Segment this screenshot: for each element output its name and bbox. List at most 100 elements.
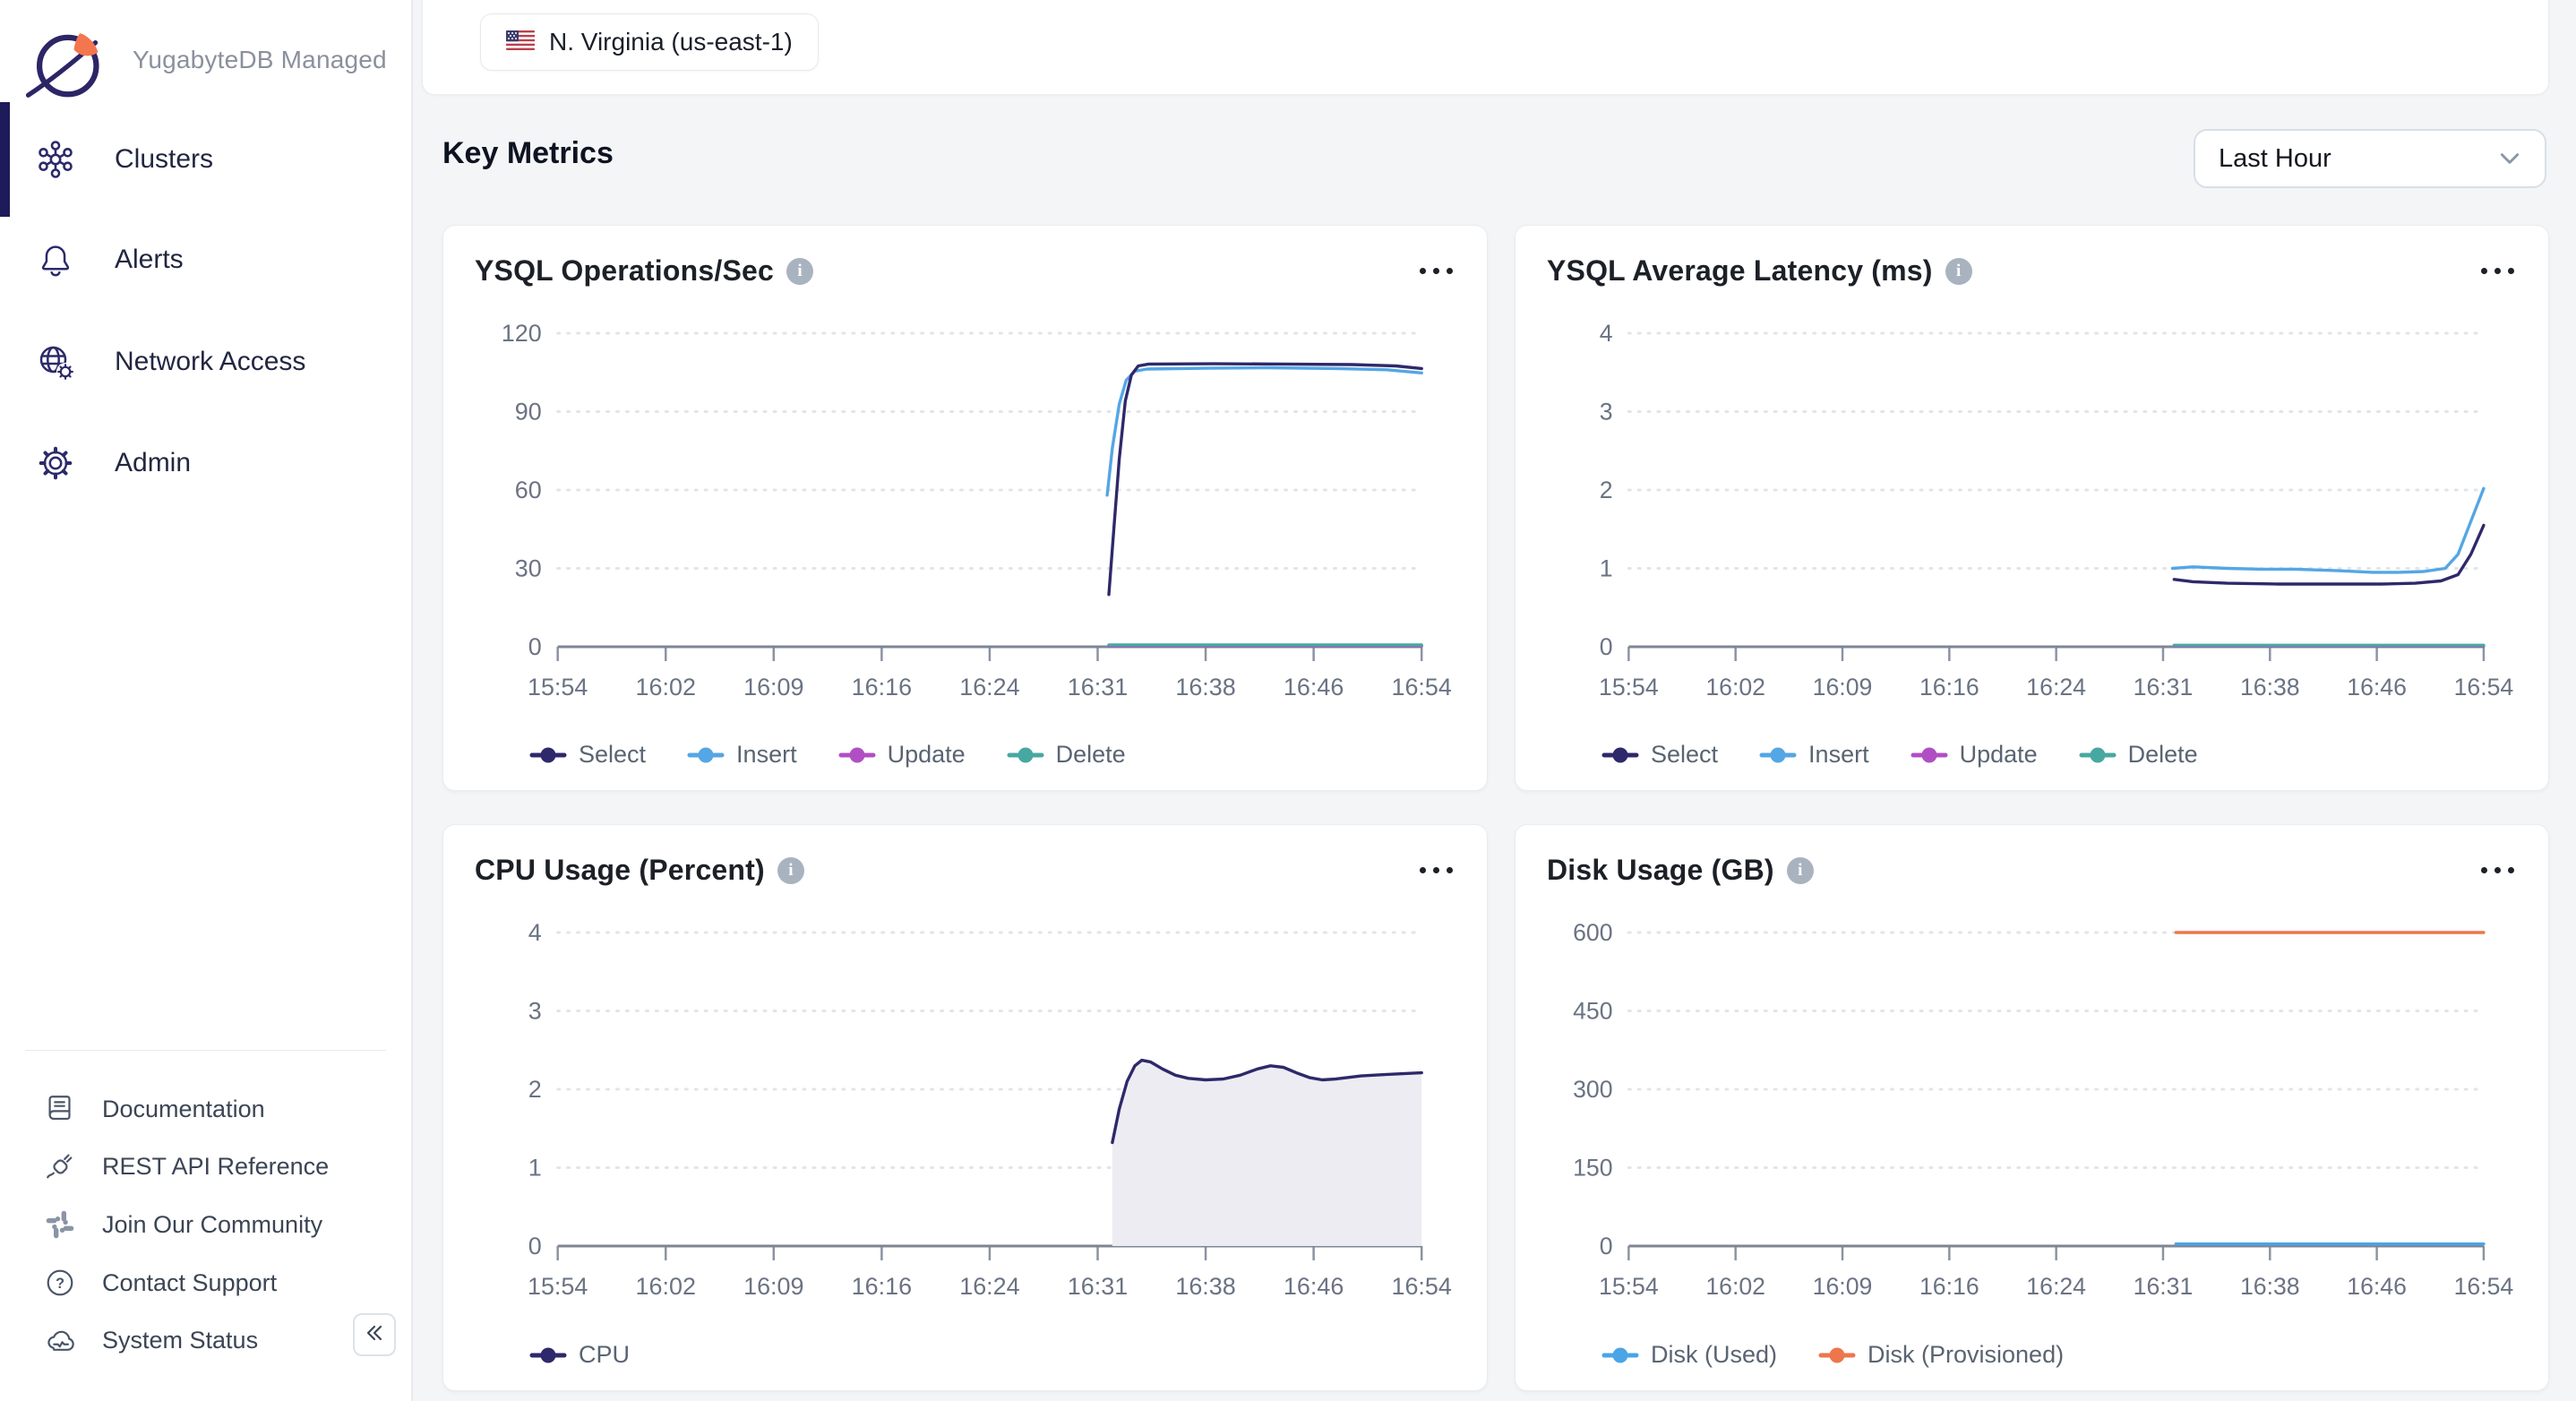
info-icon[interactable]: i	[1787, 857, 1814, 884]
svg-text:1: 1	[1600, 554, 1613, 581]
metric-card-disk-usage: Disk Usage (GB) i 600450300150015:5416:0…	[1515, 824, 2549, 1391]
svg-text:150: 150	[1573, 1154, 1612, 1181]
svg-text:16:54: 16:54	[2454, 674, 2514, 700]
gear-icon	[34, 443, 77, 484]
metric-card-ysql-latency: YSQL Average Latency (ms) i 4321015:5416…	[1515, 225, 2549, 791]
legend-item: Select	[529, 741, 646, 769]
legend-marker-icon	[529, 1345, 567, 1365]
chart-title: CPU Usage (Percent)	[475, 854, 765, 887]
svg-text:16:46: 16:46	[2347, 1273, 2407, 1300]
chart-plot: 4321015:5416:0216:0916:1616:2416:3116:38…	[1516, 303, 2548, 720]
svg-text:16:09: 16:09	[743, 1273, 803, 1300]
svg-text:15:54: 15:54	[1599, 674, 1659, 700]
svg-text:120: 120	[502, 320, 542, 347]
clusters-icon	[34, 138, 77, 181]
legend-item: Update	[1911, 741, 2038, 769]
info-icon[interactable]: i	[786, 258, 813, 285]
svg-text:16:02: 16:02	[1705, 674, 1765, 700]
chevron-down-icon	[2498, 147, 2521, 170]
sidebar-item-join-our-community[interactable]: Join Our Community	[0, 1196, 411, 1253]
svg-text:60: 60	[515, 477, 542, 503]
svg-text:16:46: 16:46	[1284, 674, 1344, 700]
time-range-select[interactable]: Last Hour	[2194, 129, 2546, 188]
svg-text:16:16: 16:16	[852, 674, 912, 700]
legend-item: CPU	[529, 1341, 630, 1369]
svg-text:16:09: 16:09	[743, 674, 803, 700]
page-title: Key Metrics	[442, 136, 614, 171]
ellipsis-menu-icon[interactable]	[1418, 262, 1455, 279]
legend-label: Update	[1960, 741, 2038, 769]
book-icon	[41, 1092, 79, 1126]
chart-title: Disk Usage (GB)	[1547, 854, 1774, 887]
legend-marker-icon	[1007, 745, 1044, 765]
legend-marker-icon	[687, 745, 725, 765]
sidebar-item-network-access[interactable]: Network Access	[0, 317, 411, 407]
legend-label: Disk (Provisioned)	[1868, 1341, 2064, 1369]
sidebar-collapse-button[interactable]	[353, 1313, 396, 1356]
region-label: N. Virginia (us-east-1)	[549, 28, 793, 56]
svg-text:16:54: 16:54	[1392, 674, 1452, 700]
sidebar-item-system-status[interactable]: System Status	[0, 1311, 411, 1369]
svg-text:?: ?	[56, 1276, 64, 1292]
question-circle-icon: ?	[41, 1266, 79, 1300]
legend-label: Disk (Used)	[1651, 1341, 1777, 1369]
region-badge[interactable]: N. Virginia (us-east-1)	[480, 13, 819, 71]
globe-gear-icon	[34, 340, 77, 383]
svg-text:300: 300	[1573, 1076, 1612, 1103]
svg-text:16:54: 16:54	[2454, 1273, 2514, 1300]
sidebar-item-contact-support[interactable]: ? Contact Support	[0, 1254, 411, 1311]
sidebar-item-admin[interactable]: Admin	[0, 418, 411, 508]
sidebar-divider	[25, 1050, 386, 1051]
chart-legend: SelectInsertUpdateDelete	[1601, 741, 2198, 769]
sidebar-item-label: REST API Reference	[102, 1153, 329, 1181]
svg-text:16:24: 16:24	[2026, 1273, 2086, 1300]
time-range-value: Last Hour	[2219, 144, 2331, 174]
legend-item: Insert	[687, 741, 797, 769]
chart-plot: 120906030015:5416:0216:0916:1616:2416:31…	[443, 303, 1487, 720]
svg-text:3: 3	[1600, 398, 1613, 425]
ellipsis-menu-icon[interactable]	[1418, 862, 1455, 879]
chart-title: YSQL Operations/Sec	[475, 254, 774, 288]
svg-text:450: 450	[1573, 997, 1612, 1024]
svg-text:16:24: 16:24	[959, 674, 1019, 700]
svg-text:15:54: 15:54	[528, 674, 588, 700]
svg-text:16:02: 16:02	[636, 674, 696, 700]
svg-text:16:24: 16:24	[2026, 674, 2086, 700]
legend-label: CPU	[579, 1341, 630, 1369]
info-icon[interactable]: i	[777, 857, 804, 884]
svg-text:16:31: 16:31	[2134, 1273, 2194, 1300]
legend-label: Delete	[2128, 741, 2198, 769]
metric-card-ysql-operations: YSQL Operations/Sec i 120906030015:5416:…	[442, 225, 1488, 791]
chart-plot: 4321015:5416:0216:0916:1616:2416:3116:38…	[443, 902, 1487, 1319]
svg-text:16:02: 16:02	[1705, 1273, 1765, 1300]
legend-item: Select	[1601, 741, 1718, 769]
ellipsis-menu-icon[interactable]	[2479, 862, 2516, 879]
svg-text:4: 4	[1600, 320, 1613, 347]
sidebar-item-label: Contact Support	[102, 1269, 277, 1297]
legend-label: Insert	[736, 741, 797, 769]
plug-icon	[41, 1149, 79, 1183]
svg-text:16:16: 16:16	[852, 1273, 912, 1300]
sidebar-item-alerts[interactable]: Alerts	[0, 215, 411, 305]
sidebar-item-label: Admin	[115, 448, 191, 478]
svg-text:15:54: 15:54	[528, 1273, 588, 1300]
sidebar-item-documentation[interactable]: Documentation	[0, 1080, 411, 1138]
svg-text:2: 2	[1600, 477, 1613, 503]
svg-text:16:46: 16:46	[2347, 674, 2407, 700]
svg-text:16:31: 16:31	[2134, 674, 2194, 700]
svg-text:16:02: 16:02	[636, 1273, 696, 1300]
svg-text:16:46: 16:46	[1284, 1273, 1344, 1300]
info-icon[interactable]: i	[1945, 258, 1972, 285]
legend-marker-icon	[2079, 745, 2117, 765]
chart-title: YSQL Average Latency (ms)	[1547, 254, 1933, 288]
cloud-status-icon	[41, 1323, 79, 1357]
cluster-header-panel: N. Virginia (us-east-1)	[422, 0, 2549, 95]
sidebar-item-rest-api-reference[interactable]: REST API Reference	[0, 1138, 411, 1195]
brand-name: YugabyteDB Managed	[133, 46, 387, 74]
sidebar: YugabyteDB Managed Clusters Alerts	[0, 0, 413, 1401]
svg-text:16:16: 16:16	[1919, 674, 1979, 700]
sidebar-item-clusters[interactable]: Clusters	[0, 115, 411, 204]
brand[interactable]: YugabyteDB Managed	[20, 14, 387, 105]
ellipsis-menu-icon[interactable]	[2479, 262, 2516, 279]
legend-label: Delete	[1056, 741, 1126, 769]
